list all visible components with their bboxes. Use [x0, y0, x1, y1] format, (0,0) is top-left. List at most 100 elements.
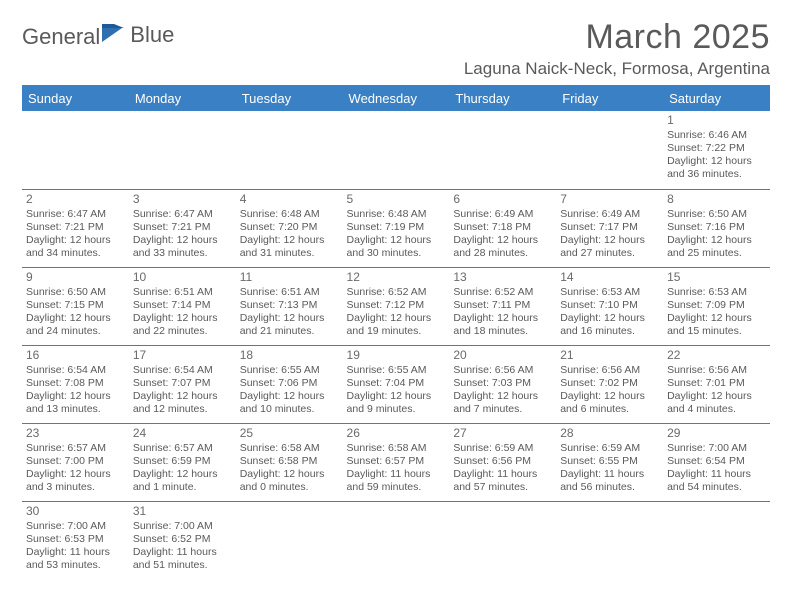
calendar-cell: 19Sunrise: 6:55 AMSunset: 7:04 PMDayligh…: [343, 345, 450, 423]
day-number: 13: [453, 270, 552, 285]
sunset-text: Sunset: 7:22 PM: [667, 142, 766, 155]
day-number: 1: [667, 113, 766, 128]
daylight-text: Daylight: 12 hours and 0 minutes.: [240, 468, 339, 494]
logo-text-general: General: [22, 24, 100, 50]
calendar-cell: 20Sunrise: 6:56 AMSunset: 7:03 PMDayligh…: [449, 345, 556, 423]
day-number: 8: [667, 192, 766, 207]
sunset-text: Sunset: 7:21 PM: [133, 221, 232, 234]
calendar-cell: 27Sunrise: 6:59 AMSunset: 6:56 PMDayligh…: [449, 423, 556, 501]
day-number: 11: [240, 270, 339, 285]
day-number: 7: [560, 192, 659, 207]
sunrise-text: Sunrise: 6:53 AM: [667, 286, 766, 299]
daylight-text: Daylight: 12 hours and 4 minutes.: [667, 390, 766, 416]
daylight-text: Daylight: 12 hours and 31 minutes.: [240, 234, 339, 260]
sunrise-text: Sunrise: 6:52 AM: [347, 286, 446, 299]
calendar-cell: [236, 501, 343, 579]
sunrise-text: Sunrise: 6:50 AM: [667, 208, 766, 221]
sunset-text: Sunset: 7:18 PM: [453, 221, 552, 234]
title-block: March 2025 Laguna Naick-Neck, Formosa, A…: [464, 18, 770, 79]
daylight-text: Daylight: 12 hours and 22 minutes.: [133, 312, 232, 338]
calendar-cell: [343, 111, 450, 189]
calendar-cell: 21Sunrise: 6:56 AMSunset: 7:02 PMDayligh…: [556, 345, 663, 423]
calendar-cell: 26Sunrise: 6:58 AMSunset: 6:57 PMDayligh…: [343, 423, 450, 501]
sunrise-text: Sunrise: 6:55 AM: [347, 364, 446, 377]
sunset-text: Sunset: 7:07 PM: [133, 377, 232, 390]
sunrise-text: Sunrise: 6:56 AM: [560, 364, 659, 377]
header: General Blue March 2025 Laguna Naick-Nec…: [22, 18, 770, 79]
daylight-text: Daylight: 12 hours and 33 minutes.: [133, 234, 232, 260]
daylight-text: Daylight: 12 hours and 10 minutes.: [240, 390, 339, 416]
daylight-text: Daylight: 11 hours and 54 minutes.: [667, 468, 766, 494]
calendar-cell: 31Sunrise: 7:00 AMSunset: 6:52 PMDayligh…: [129, 501, 236, 579]
sunset-text: Sunset: 7:15 PM: [26, 299, 125, 312]
daylight-text: Daylight: 12 hours and 18 minutes.: [453, 312, 552, 338]
day-number: 24: [133, 426, 232, 441]
sunset-text: Sunset: 7:03 PM: [453, 377, 552, 390]
sunrise-text: Sunrise: 6:47 AM: [133, 208, 232, 221]
calendar-cell: [236, 111, 343, 189]
flag-icon: [102, 24, 130, 50]
calendar-cell: [129, 111, 236, 189]
daylight-text: Daylight: 11 hours and 56 minutes.: [560, 468, 659, 494]
daylight-text: Daylight: 12 hours and 6 minutes.: [560, 390, 659, 416]
sunrise-text: Sunrise: 6:54 AM: [26, 364, 125, 377]
day-number: 28: [560, 426, 659, 441]
calendar-cell: 5Sunrise: 6:48 AMSunset: 7:19 PMDaylight…: [343, 189, 450, 267]
header-saturday: Saturday: [663, 86, 770, 112]
sunrise-text: Sunrise: 6:53 AM: [560, 286, 659, 299]
sunrise-text: Sunrise: 6:55 AM: [240, 364, 339, 377]
calendar-cell: 17Sunrise: 6:54 AMSunset: 7:07 PMDayligh…: [129, 345, 236, 423]
sunset-text: Sunset: 6:53 PM: [26, 533, 125, 546]
sunrise-text: Sunrise: 6:49 AM: [560, 208, 659, 221]
day-number: 27: [453, 426, 552, 441]
calendar-cell: [663, 501, 770, 579]
sunrise-text: Sunrise: 6:49 AM: [453, 208, 552, 221]
sunset-text: Sunset: 7:00 PM: [26, 455, 125, 468]
calendar-row: 23Sunrise: 6:57 AMSunset: 7:00 PMDayligh…: [22, 423, 770, 501]
calendar-cell: 29Sunrise: 7:00 AMSunset: 6:54 PMDayligh…: [663, 423, 770, 501]
daylight-text: Daylight: 12 hours and 15 minutes.: [667, 312, 766, 338]
daylight-text: Daylight: 12 hours and 12 minutes.: [133, 390, 232, 416]
header-tuesday: Tuesday: [236, 86, 343, 112]
sunset-text: Sunset: 7:06 PM: [240, 377, 339, 390]
sunset-text: Sunset: 7:08 PM: [26, 377, 125, 390]
sunset-text: Sunset: 6:52 PM: [133, 533, 232, 546]
sunset-text: Sunset: 6:56 PM: [453, 455, 552, 468]
sunrise-text: Sunrise: 6:57 AM: [133, 442, 232, 455]
calendar-cell: 23Sunrise: 6:57 AMSunset: 7:00 PMDayligh…: [22, 423, 129, 501]
day-number: 25: [240, 426, 339, 441]
calendar-cell: 1Sunrise: 6:46 AMSunset: 7:22 PMDaylight…: [663, 111, 770, 189]
calendar-cell: 4Sunrise: 6:48 AMSunset: 7:20 PMDaylight…: [236, 189, 343, 267]
sunrise-text: Sunrise: 6:50 AM: [26, 286, 125, 299]
calendar-cell: 9Sunrise: 6:50 AMSunset: 7:15 PMDaylight…: [22, 267, 129, 345]
header-friday: Friday: [556, 86, 663, 112]
calendar-cell: 7Sunrise: 6:49 AMSunset: 7:17 PMDaylight…: [556, 189, 663, 267]
sunset-text: Sunset: 7:09 PM: [667, 299, 766, 312]
day-number: 17: [133, 348, 232, 363]
calendar-cell: 3Sunrise: 6:47 AMSunset: 7:21 PMDaylight…: [129, 189, 236, 267]
day-number: 2: [26, 192, 125, 207]
sunrise-text: Sunrise: 7:00 AM: [133, 520, 232, 533]
sunset-text: Sunset: 7:02 PM: [560, 377, 659, 390]
sunset-text: Sunset: 7:20 PM: [240, 221, 339, 234]
calendar-cell: [556, 501, 663, 579]
sunrise-text: Sunrise: 6:52 AM: [453, 286, 552, 299]
header-sunday: Sunday: [22, 86, 129, 112]
sunset-text: Sunset: 6:57 PM: [347, 455, 446, 468]
calendar-cell: [449, 111, 556, 189]
daylight-text: Daylight: 11 hours and 53 minutes.: [26, 546, 125, 572]
calendar-cell: 2Sunrise: 6:47 AMSunset: 7:21 PMDaylight…: [22, 189, 129, 267]
sunset-text: Sunset: 6:54 PM: [667, 455, 766, 468]
daylight-text: Daylight: 12 hours and 36 minutes.: [667, 155, 766, 181]
daylight-text: Daylight: 12 hours and 24 minutes.: [26, 312, 125, 338]
daylight-text: Daylight: 12 hours and 7 minutes.: [453, 390, 552, 416]
calendar-cell: [556, 111, 663, 189]
day-number: 18: [240, 348, 339, 363]
day-number: 12: [347, 270, 446, 285]
day-number: 15: [667, 270, 766, 285]
day-number: 5: [347, 192, 446, 207]
calendar-row: 1Sunrise: 6:46 AMSunset: 7:22 PMDaylight…: [22, 111, 770, 189]
sunrise-text: Sunrise: 6:59 AM: [453, 442, 552, 455]
day-number: 4: [240, 192, 339, 207]
calendar-table: Sunday Monday Tuesday Wednesday Thursday…: [22, 85, 770, 579]
